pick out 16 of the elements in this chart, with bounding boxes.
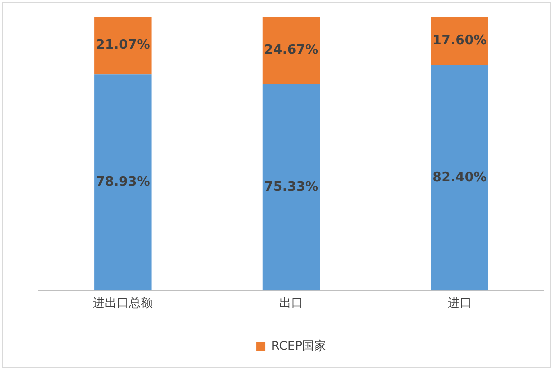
data-label: 75.33% [264,180,319,195]
data-label: 24.67% [264,43,319,58]
data-label: 78.93% [96,175,150,190]
data-label: 82.40% [432,170,487,186]
bar [262,84,320,291]
bar [94,74,152,291]
legend-label: RCEP国家 [272,339,326,354]
bar [431,17,488,66]
bar [431,65,488,291]
bar [94,17,152,75]
data-label: 17.60% [432,33,487,48]
data-label: 21.07% [96,38,150,54]
bar [262,17,320,84]
x-tick-label: 出口 [280,296,304,310]
x-tick-label: 进出口总额 [93,296,154,310]
x-tick-label: 进口 [448,296,472,310]
